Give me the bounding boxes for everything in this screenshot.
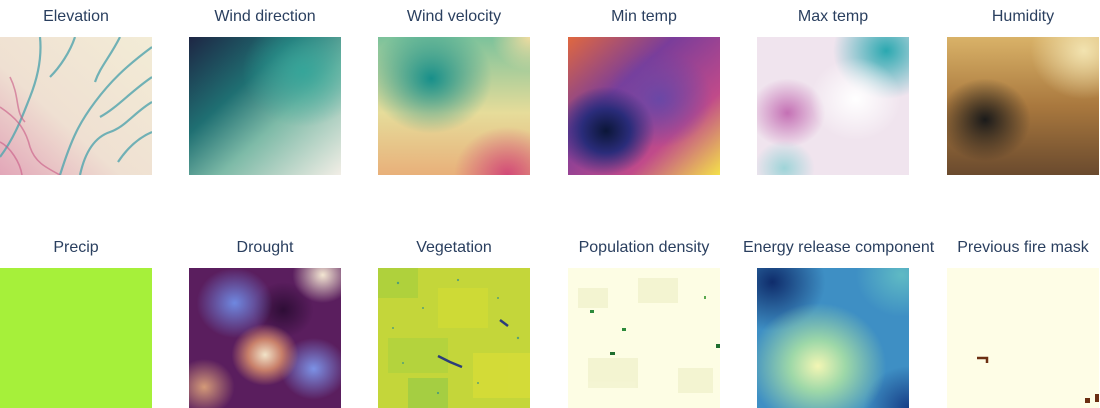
heatmap-elevation bbox=[0, 37, 152, 175]
panel-title: Vegetation bbox=[416, 239, 492, 256]
panel-min-temp: Min temp bbox=[554, 7, 734, 177]
panel-title: Elevation bbox=[43, 8, 109, 25]
panel-precip: Precip bbox=[0, 238, 166, 408]
heatmap-max-temp bbox=[757, 37, 909, 175]
heatmap-vegetation bbox=[378, 268, 530, 408]
panel-previous-fire-mask: Previous fire mask bbox=[933, 238, 1100, 408]
heatmap-wind-velocity bbox=[378, 37, 530, 175]
heatmap-humidity bbox=[947, 37, 1099, 175]
heatmap-previous-fire-mask bbox=[947, 268, 1099, 408]
panel-elevation: Elevation bbox=[0, 7, 166, 177]
panel-title: Energy release component bbox=[743, 239, 935, 256]
heatmap-energy-release-component bbox=[757, 268, 909, 408]
panel-title: Wind velocity bbox=[406, 8, 502, 25]
panel-wind-direction: Wind direction bbox=[175, 7, 355, 177]
panel-vegetation: Vegetation bbox=[364, 238, 544, 408]
panel-humidity: Humidity bbox=[933, 7, 1100, 177]
heatmap-min-temp bbox=[568, 37, 720, 175]
panel-population-density: Population density bbox=[554, 238, 734, 408]
panel-title: Max temp bbox=[797, 8, 869, 25]
heatmap-drought bbox=[189, 268, 341, 408]
panel-title: Previous fire mask bbox=[957, 239, 1089, 256]
panel-drought: Drought bbox=[175, 238, 355, 408]
panel-title: Min temp bbox=[611, 8, 677, 25]
heatmap-population-density bbox=[568, 268, 720, 408]
heatmap-precip bbox=[0, 268, 152, 408]
panel-energy-release-component: Energy release component bbox=[743, 238, 935, 408]
panel-title: Precip bbox=[53, 239, 99, 256]
panel-title: Population density bbox=[578, 239, 710, 256]
panel-title: Drought bbox=[236, 239, 294, 256]
heatmap-wind-direction bbox=[189, 37, 341, 175]
panel-title: Humidity bbox=[991, 8, 1055, 25]
panel-wind-velocity: Wind velocity bbox=[364, 7, 544, 177]
panel-title: Wind direction bbox=[214, 8, 316, 25]
panel-max-temp: Max temp bbox=[743, 7, 923, 177]
